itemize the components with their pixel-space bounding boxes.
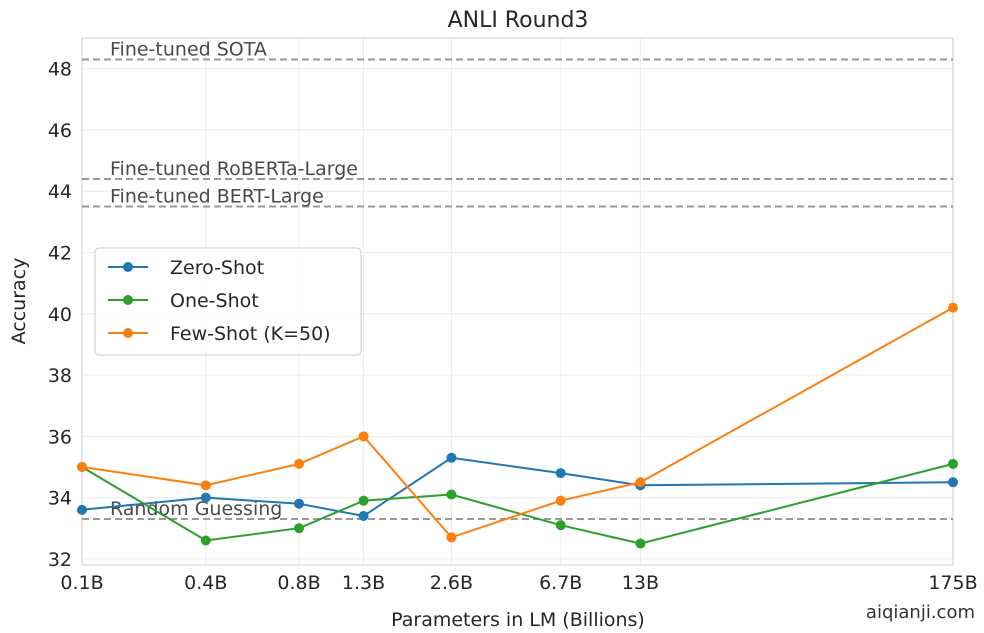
data-point	[294, 498, 305, 509]
y-tick-label: 42	[48, 242, 72, 264]
x-tick-label: 2.6B	[430, 572, 473, 594]
x-axis-label: Parameters in LM (Billions)	[391, 609, 645, 631]
legend-label: One-Shot	[170, 290, 259, 312]
data-point	[446, 532, 457, 543]
data-point	[358, 431, 369, 442]
data-point	[446, 452, 457, 463]
y-tick-label: 46	[48, 120, 72, 142]
legend-box	[94, 247, 362, 356]
data-point	[635, 477, 646, 488]
y-tick-label: 44	[48, 181, 72, 203]
legend-label: Zero-Shot	[170, 257, 264, 279]
x-tick-label: 0.8B	[277, 572, 320, 594]
x-tick-label: 6.7B	[539, 572, 582, 594]
data-point	[294, 523, 305, 534]
data-point	[948, 458, 958, 469]
y-tick-label: 34	[48, 488, 72, 510]
x-tick-label: 13B	[622, 572, 659, 594]
y-tick-labels: 32 34 36 38 40 42 44 46 48	[48, 59, 72, 571]
series-group	[77, 302, 958, 549]
y-axis-label: Accuracy	[8, 258, 30, 345]
data-point	[77, 504, 87, 515]
y-tick-label: 48	[48, 59, 72, 81]
data-point	[948, 302, 958, 313]
data-point	[294, 458, 305, 469]
data-point	[358, 510, 369, 521]
data-point	[77, 461, 87, 472]
data-point	[200, 492, 211, 503]
x-tick-label: 0.4B	[184, 572, 227, 594]
x-tick-labels: 0.1B 0.4B 0.8B 1.3B 2.6B 6.7B 13B 175B	[60, 572, 977, 594]
legend: Zero-Shot One-Shot Few-Shot (K=50)	[94, 247, 362, 356]
data-point	[555, 520, 566, 531]
y-tick-label: 40	[48, 304, 72, 326]
data-point	[555, 495, 566, 506]
reference-line-label: Fine-tuned BERT-Large	[110, 186, 324, 208]
series-line	[81, 306, 954, 539]
legend-marker	[123, 262, 133, 272]
data-point	[358, 495, 369, 506]
data-point	[948, 477, 958, 488]
legend-marker	[123, 328, 133, 338]
plot-area-frame	[81, 37, 954, 566]
chart-title: ANLI Round3	[448, 8, 589, 33]
series-line	[81, 462, 954, 545]
reference-line-label: Fine-tuned RoBERTa-Large	[110, 158, 358, 180]
legend-marker	[123, 295, 133, 305]
y-tick-label: 32	[48, 549, 72, 571]
data-point	[635, 538, 646, 549]
y-tick-label: 38	[48, 365, 72, 387]
legend-label: Few-Shot (K=50)	[170, 323, 331, 345]
watermark: aiqianji.com	[866, 602, 975, 623]
x-tick-label: 1.3B	[342, 572, 385, 594]
x-tick-label: 175B	[928, 572, 977, 594]
grid	[81, 38, 954, 565]
data-point	[555, 468, 566, 479]
reference-line-label: Fine-tuned SOTA	[110, 38, 267, 60]
data-point	[200, 535, 211, 546]
data-point	[446, 489, 457, 500]
data-point	[200, 480, 211, 491]
x-tick-label: 0.1B	[60, 572, 103, 594]
y-tick-label: 36	[48, 426, 72, 448]
